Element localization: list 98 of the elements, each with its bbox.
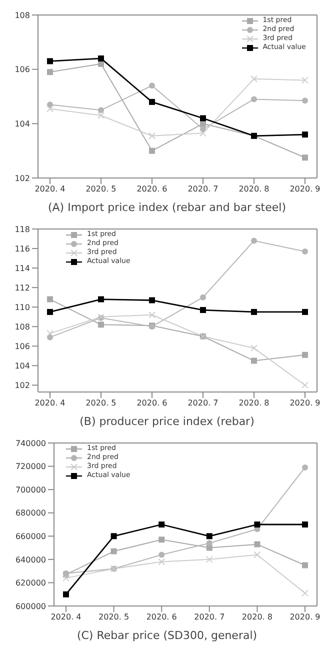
point bbox=[158, 552, 165, 558]
x-tick-label: 2020. 6 bbox=[136, 184, 168, 194]
point bbox=[158, 536, 165, 543]
x-tick-label: 2020. 4 bbox=[34, 398, 66, 408]
y-tick-label: 104 bbox=[14, 361, 30, 370]
y-tick-label: 740000 bbox=[15, 438, 46, 448]
point bbox=[302, 464, 308, 470]
y-tick-label: 102 bbox=[14, 174, 30, 183]
point bbox=[47, 58, 53, 64]
point bbox=[302, 562, 308, 568]
y-tick-label: 112 bbox=[14, 283, 30, 292]
y-tick-label: 108 bbox=[14, 10, 30, 20]
point bbox=[200, 294, 206, 300]
x-tick-label: 2020. 9 bbox=[290, 184, 320, 194]
point bbox=[250, 344, 258, 352]
point bbox=[110, 548, 117, 554]
point bbox=[63, 591, 69, 598]
point bbox=[251, 308, 257, 315]
point bbox=[200, 115, 206, 122]
point bbox=[149, 82, 155, 89]
point bbox=[47, 102, 53, 108]
point bbox=[254, 541, 260, 548]
point bbox=[200, 130, 206, 137]
text: (A) Import price index (rebar and bar steel) bbox=[46, 200, 287, 216]
point bbox=[149, 297, 155, 304]
x-tick-label: 2020. 7 bbox=[188, 398, 218, 408]
y-tick-label: 640000 bbox=[15, 555, 46, 564]
y-tick-label: 700000 bbox=[15, 485, 46, 494]
point bbox=[206, 533, 212, 540]
point bbox=[149, 148, 155, 154]
point bbox=[200, 307, 206, 314]
x-tick-label: 2020. 8 bbox=[242, 612, 272, 622]
y-tick-label: 108 bbox=[14, 322, 30, 332]
point bbox=[251, 96, 257, 102]
x-tick-label: 2020. 4 bbox=[50, 612, 82, 622]
y-tick-label: 106 bbox=[14, 342, 30, 351]
point bbox=[302, 132, 308, 138]
point bbox=[46, 330, 54, 337]
y-tick-label: 104 bbox=[14, 120, 30, 129]
y-tick-label: 620000 bbox=[15, 578, 46, 588]
y-tick-label: 660000 bbox=[15, 532, 46, 541]
point bbox=[302, 522, 308, 528]
point bbox=[98, 112, 104, 120]
point bbox=[158, 522, 165, 528]
x-tick-label: 2020. 9 bbox=[290, 398, 320, 408]
point bbox=[47, 296, 53, 302]
point bbox=[302, 248, 308, 254]
x-tick-label: 2020. 9 bbox=[290, 612, 320, 622]
point bbox=[149, 98, 155, 105]
point bbox=[110, 533, 117, 540]
point bbox=[46, 105, 54, 112]
point bbox=[98, 55, 104, 62]
point bbox=[47, 308, 53, 315]
x-tick-label: 2020. 5 bbox=[98, 612, 130, 622]
point bbox=[158, 558, 166, 566]
point bbox=[250, 75, 258, 82]
x-tick-label: 2020. 8 bbox=[238, 184, 270, 194]
x-tick-label: 2020. 5 bbox=[86, 398, 116, 408]
x-tick-label: 2020. 8 bbox=[238, 398, 270, 408]
point bbox=[98, 60, 104, 67]
x-tick-label: 2020. 6 bbox=[146, 612, 177, 622]
text: (B) producer price index (rebar) bbox=[78, 414, 256, 430]
y-tick-label: 102 bbox=[14, 381, 30, 390]
point bbox=[98, 322, 104, 328]
y-tick-label: 116 bbox=[14, 244, 30, 254]
text: (C) Rebar price (SD300, general) bbox=[76, 628, 258, 644]
y-tick-label: 118 bbox=[14, 224, 30, 234]
y-tick-label: 600000 bbox=[15, 602, 46, 611]
point bbox=[302, 590, 308, 597]
point bbox=[98, 107, 104, 114]
point bbox=[148, 311, 156, 318]
point bbox=[206, 544, 212, 551]
y-tick-label: 720000 bbox=[15, 462, 46, 472]
y-tick-label: 106 bbox=[14, 65, 30, 74]
point bbox=[148, 132, 156, 140]
x-tick-label: 2020. 6 bbox=[136, 398, 168, 408]
point bbox=[302, 98, 308, 104]
point bbox=[251, 238, 257, 244]
point bbox=[302, 382, 308, 389]
x-tick-label: 2020. 7 bbox=[188, 184, 218, 194]
x-tick-label: 2020. 4 bbox=[34, 184, 66, 194]
x-tick-label: 2020. 5 bbox=[86, 184, 116, 194]
point bbox=[251, 358, 257, 364]
point bbox=[254, 522, 260, 528]
x-tick-label: 2020. 7 bbox=[194, 612, 225, 622]
point bbox=[206, 556, 213, 563]
y-tick-label: 110 bbox=[14, 302, 30, 312]
point bbox=[206, 540, 212, 546]
y-tick-label: 680000 bbox=[15, 508, 46, 518]
point bbox=[302, 154, 308, 161]
point bbox=[47, 69, 53, 76]
point bbox=[302, 308, 308, 315]
point bbox=[302, 76, 308, 84]
point bbox=[254, 551, 261, 558]
point bbox=[62, 574, 70, 582]
point bbox=[302, 352, 308, 358]
point bbox=[98, 296, 104, 302]
y-tick-label: 114 bbox=[14, 264, 30, 273]
